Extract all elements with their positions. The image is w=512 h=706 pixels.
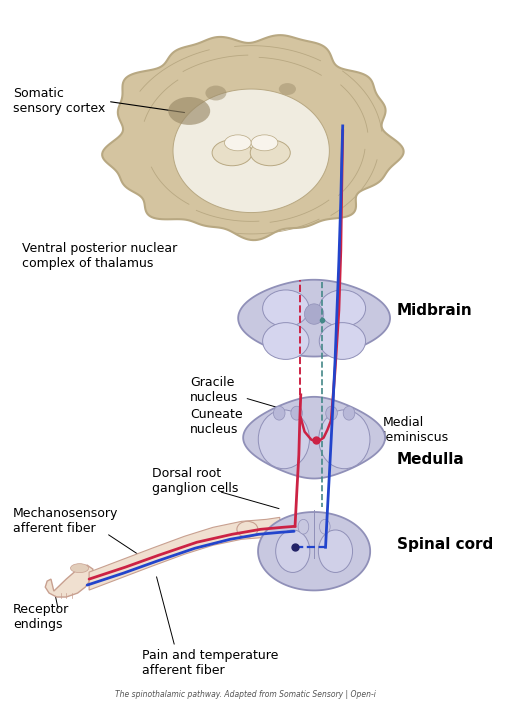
Ellipse shape — [258, 410, 309, 469]
Polygon shape — [238, 280, 390, 357]
Text: Cuneate
nucleus: Cuneate nucleus — [190, 408, 243, 436]
Text: Pain and temperature
afferent fiber: Pain and temperature afferent fiber — [142, 649, 279, 677]
Polygon shape — [102, 35, 403, 240]
Ellipse shape — [71, 563, 89, 573]
Ellipse shape — [275, 530, 310, 573]
Ellipse shape — [168, 97, 210, 125]
Ellipse shape — [263, 290, 309, 327]
Polygon shape — [89, 517, 280, 590]
Ellipse shape — [273, 406, 285, 420]
Ellipse shape — [319, 290, 366, 327]
Ellipse shape — [318, 530, 353, 573]
Ellipse shape — [224, 135, 251, 151]
Polygon shape — [258, 512, 370, 590]
Ellipse shape — [298, 520, 309, 534]
Text: The spinothalamic pathway. Adapted from Somatic Sensory | Open-i: The spinothalamic pathway. Adapted from … — [115, 690, 376, 699]
Ellipse shape — [326, 406, 337, 420]
Ellipse shape — [343, 406, 355, 420]
Text: Mechanosensory
afferent fiber: Mechanosensory afferent fiber — [13, 508, 118, 535]
Ellipse shape — [250, 140, 290, 166]
Text: Medulla: Medulla — [397, 452, 465, 467]
Polygon shape — [45, 566, 93, 597]
Text: Ventral posterior nuclear
complex of thalamus: Ventral posterior nuclear complex of tha… — [23, 242, 178, 270]
Ellipse shape — [205, 85, 226, 100]
Ellipse shape — [212, 140, 252, 166]
Ellipse shape — [319, 323, 366, 359]
Ellipse shape — [279, 83, 296, 95]
Polygon shape — [173, 89, 329, 213]
Text: Medial
leminiscus: Medial leminiscus — [383, 416, 449, 443]
Text: Spinal cord: Spinal cord — [397, 537, 493, 552]
Text: Midbrain: Midbrain — [397, 303, 473, 318]
Ellipse shape — [251, 135, 278, 151]
Text: Gracile
nucleus: Gracile nucleus — [190, 376, 239, 404]
Ellipse shape — [305, 304, 324, 324]
Text: Receptor
endings: Receptor endings — [13, 603, 69, 631]
Ellipse shape — [319, 520, 330, 534]
Ellipse shape — [291, 406, 303, 420]
Text: Somatic
sensory cortex: Somatic sensory cortex — [13, 87, 184, 115]
Ellipse shape — [263, 323, 309, 359]
Ellipse shape — [319, 410, 370, 469]
Polygon shape — [243, 397, 385, 479]
Text: Dorsal root
ganglion cells: Dorsal root ganglion cells — [152, 467, 239, 496]
Ellipse shape — [237, 521, 258, 537]
